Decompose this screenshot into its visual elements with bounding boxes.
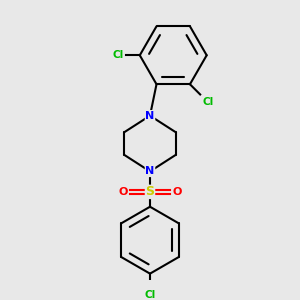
Text: N: N <box>146 167 154 176</box>
Text: O: O <box>118 187 128 197</box>
Text: Cl: Cl <box>144 290 156 300</box>
Text: S: S <box>146 185 154 198</box>
Text: O: O <box>172 187 182 197</box>
Text: Cl: Cl <box>202 97 213 107</box>
Text: N: N <box>146 111 154 121</box>
Text: Cl: Cl <box>113 50 124 60</box>
